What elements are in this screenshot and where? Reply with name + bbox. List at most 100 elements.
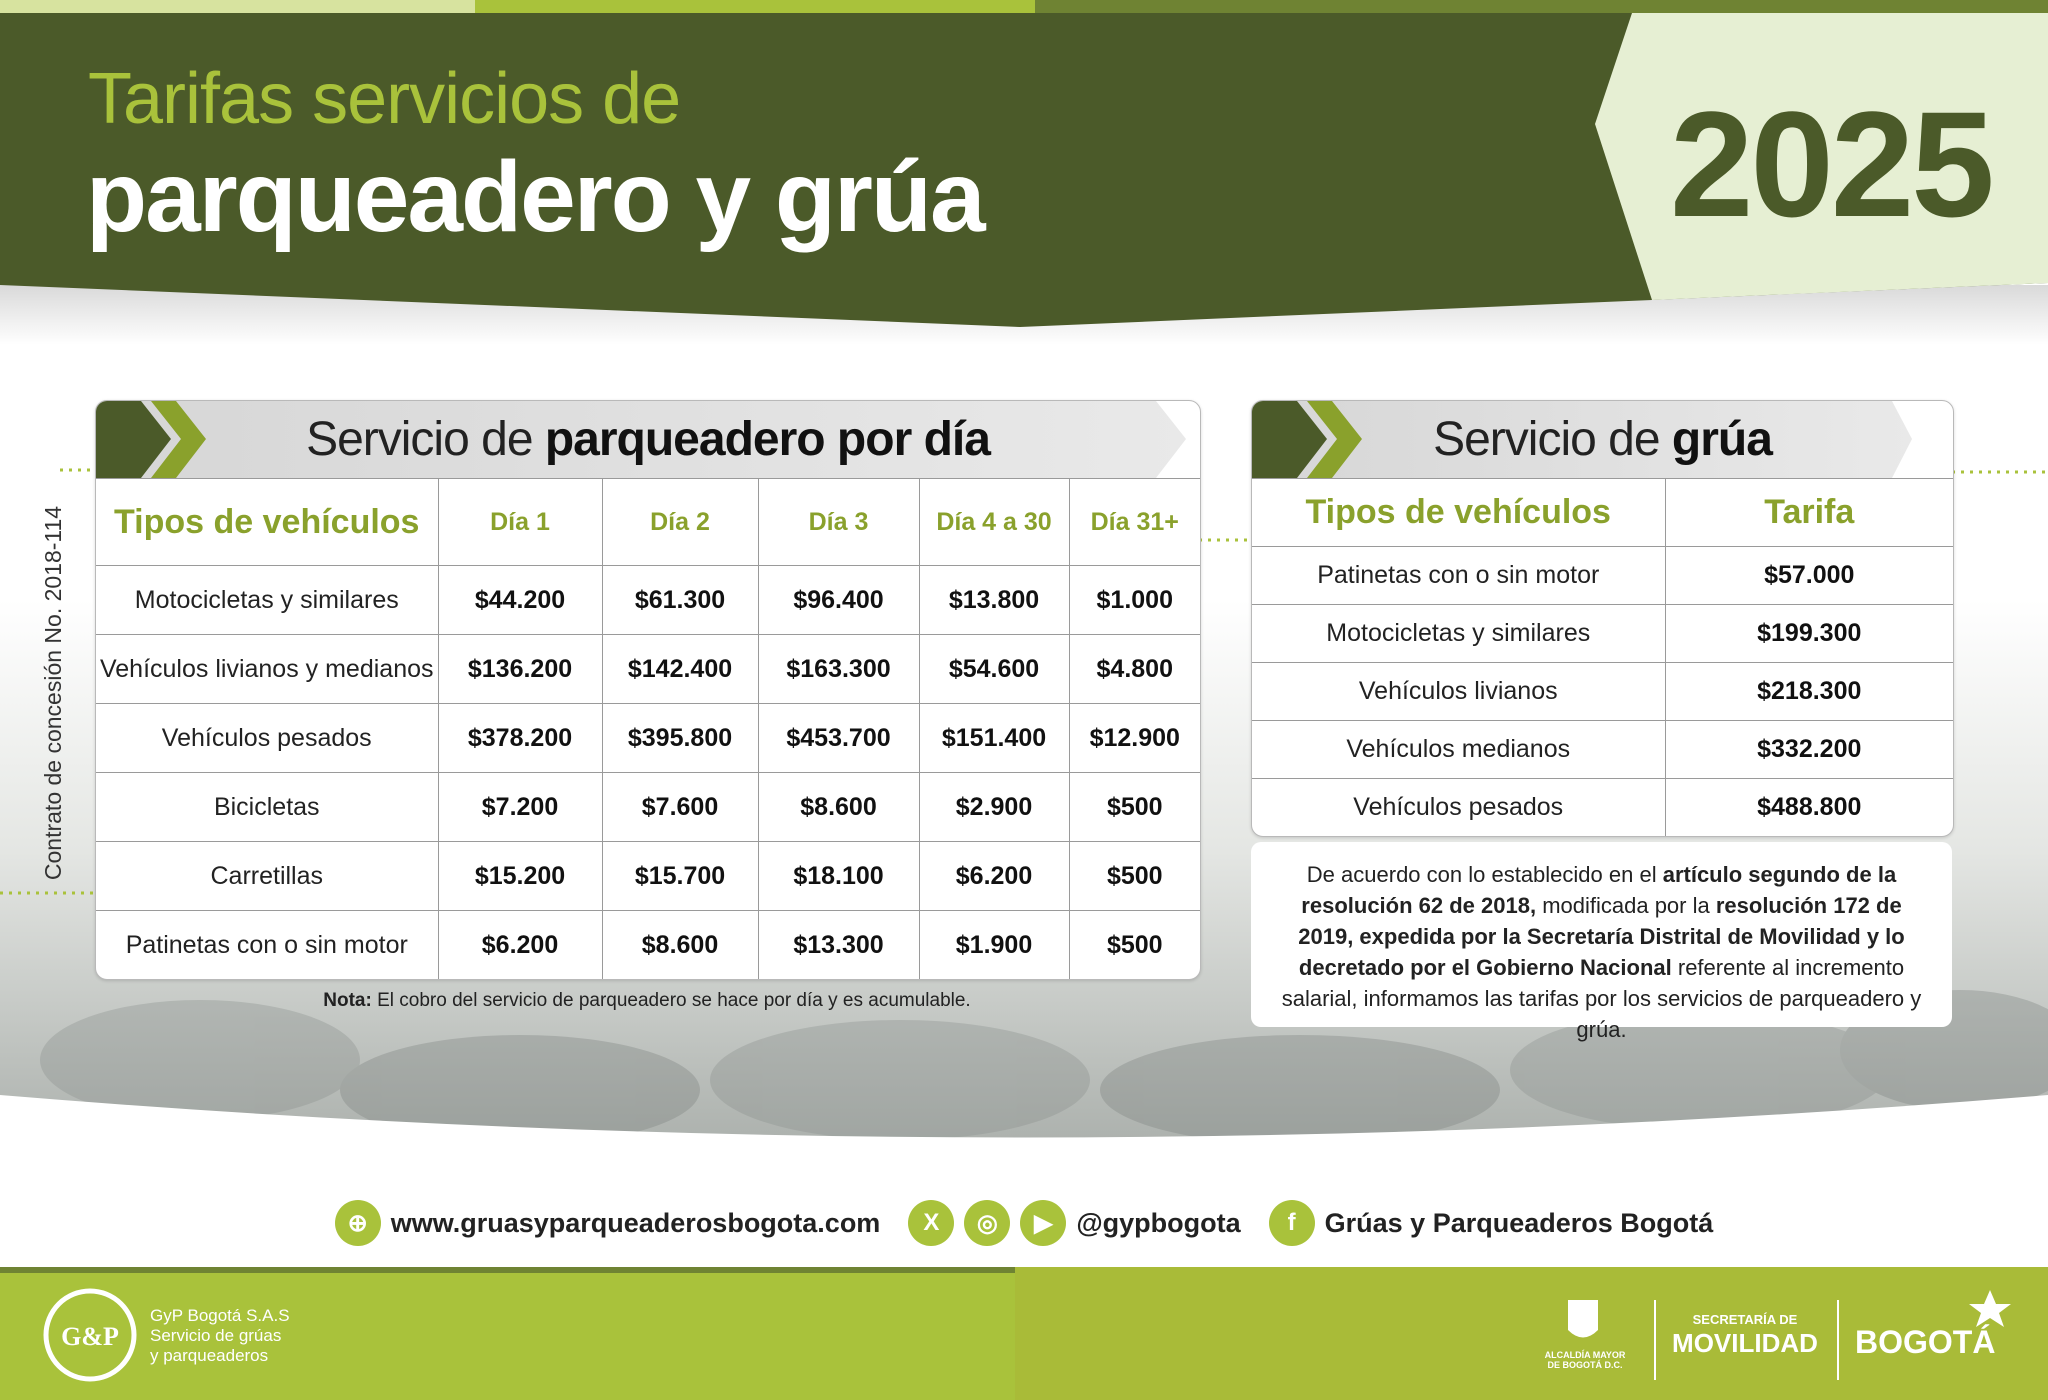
coat-of-arms: [1568, 1300, 1598, 1338]
vehicle-type: Carretillas: [96, 841, 439, 911]
notice-text: De acuerdo con lo establecido en el: [1306, 862, 1663, 887]
star: [1969, 1290, 2011, 1327]
company-logo: [43, 1288, 137, 1382]
row: Motocicletas y similares $199.300: [1252, 604, 1953, 663]
notice-text: modificada por la: [1536, 893, 1716, 918]
title-line2: parqueadero y grúa: [86, 141, 986, 253]
price: $332.200: [1664, 720, 1953, 779]
column-header: Día 4 a 30: [918, 478, 1070, 566]
contacts: ⊕ www.gruasyparqueaderosbogota.com X ◎ ▶…: [0, 1198, 2048, 1248]
tow-card: Servicio de grúa Tipos de vehículos Tarif…: [1251, 400, 1954, 837]
title-bold: grúa: [1671, 413, 1773, 466]
note: Nota: El cobro del servicio de parqueade…: [95, 990, 1199, 1012]
row: Vehículos livianos $218.300: [1252, 662, 1953, 721]
footer-stripe: [0, 1267, 1015, 1273]
parking-card: Servicio de parqueadero por día Tipos de…: [95, 400, 1201, 980]
side-text: Contrato de concesión No. 2018-114: [40, 505, 66, 881]
company-logo-mark: G&P: [61, 1322, 119, 1351]
price: $1.000: [1068, 565, 1200, 635]
vehicle-type: Patinetas con o sin motor: [1252, 546, 1666, 605]
white-curve: [0, 1095, 2048, 1270]
year: 2025: [1670, 80, 1995, 248]
column-header: Día 3: [757, 478, 920, 566]
card-header: Servicio de grúa: [1252, 401, 1953, 478]
youtube-icon[interactable]: ▶: [1020, 1200, 1067, 1246]
price: $7.200: [437, 772, 603, 842]
note-text: El cobro del servicio de parqueadero se …: [371, 990, 971, 1011]
price: $8.600: [601, 910, 759, 979]
bogota: BOGOTÁ: [1855, 1324, 1996, 1360]
row: Carretillas $15.200 $15.700 $18.100 $6.200 $5…: [96, 841, 1200, 911]
price: $142.400: [601, 634, 759, 704]
top-stripe: [1035, 0, 2048, 13]
price: $453.700: [757, 703, 920, 773]
facebook[interactable]: Grúas y Parqueaderos Bogotá: [1324, 1207, 1714, 1238]
facebook-icon[interactable]: f: [1268, 1200, 1315, 1246]
column-header: Tipos de vehículos: [96, 478, 439, 566]
price: $7.600: [601, 772, 759, 842]
price: $15.700: [601, 841, 759, 911]
notice-bold: resolución 172 de 2019, expedida por la …: [1298, 893, 1905, 980]
column-header: Tarifa: [1664, 478, 1953, 547]
title-line1: Tarifas servicios de: [88, 59, 681, 139]
header-row: Tipos de vehículos Tarifa: [1252, 478, 1953, 547]
handle[interactable]: @gypbogota: [1076, 1207, 1241, 1238]
price: $4.800: [1068, 634, 1200, 704]
card-title: Servicio de parqueadero por día: [96, 401, 1200, 478]
top-stripe: [0, 0, 475, 13]
card-header-art: [96, 401, 1186, 478]
price: $61.300: [601, 565, 759, 635]
header-row: Tipos de vehículos Día 1 Día 2 Día 3 Día 4 a…: [96, 478, 1200, 566]
web-icon: ⊕: [334, 1200, 381, 1246]
price: $6.200: [437, 910, 603, 979]
price: $163.300: [757, 634, 920, 704]
title-prefix: Servicio de: [1433, 413, 1672, 466]
price: $136.200: [437, 634, 603, 704]
car-shapes: [40, 990, 2048, 1145]
price: $6.200: [918, 841, 1070, 911]
price: $44.200: [437, 565, 603, 635]
card-header-art: [1252, 401, 1912, 478]
x-icon[interactable]: X: [908, 1200, 955, 1246]
footer-band: [0, 1267, 1015, 1400]
parking-table: Tipos de vehículos Día 1 Día 2 Día 3 Día 4 a…: [96, 478, 1200, 979]
price: $18.100: [757, 841, 920, 911]
row: Vehículos medianos $332.200: [1252, 720, 1953, 779]
price: $151.400: [918, 703, 1070, 773]
header-band: [0, 13, 2048, 327]
column-header: Día 2: [601, 478, 759, 566]
vehicle-type: Bicicletas: [96, 772, 439, 842]
year-panel: [1595, 13, 2048, 300]
price: $8.600: [757, 772, 920, 842]
footer-band: [1015, 1267, 2048, 1400]
card-header: Servicio de parqueadero por día: [96, 401, 1200, 478]
row: Bicicletas $7.200 $7.600 $8.600 $2.900 $500: [96, 772, 1200, 842]
tow-table: Tipos de vehículos Tarifa Patinetas con o …: [1252, 478, 1953, 836]
price: $2.900: [918, 772, 1070, 842]
notice-bold: artículo segundo de la resolución 62 de …: [1301, 862, 1897, 918]
movilidad: MOVILIDAD: [1672, 1328, 1818, 1358]
vehicle-type: Motocicletas y similares: [1252, 604, 1666, 663]
website[interactable]: www.gruasyparqueaderosbogota.com: [390, 1207, 881, 1238]
price: $15.200: [437, 841, 603, 911]
price: $12.900: [1068, 703, 1200, 773]
price: $218.300: [1664, 662, 1953, 721]
title-prefix: Servicio de: [306, 413, 545, 466]
price: $1.900: [918, 910, 1070, 979]
row: Vehículos pesados $488.800: [1252, 778, 1953, 836]
price: $378.200: [437, 703, 603, 773]
instagram-icon[interactable]: ◎: [964, 1200, 1011, 1246]
price: $13.800: [918, 565, 1070, 635]
title-bold: parqueadero por día: [544, 413, 991, 466]
price: $96.400: [757, 565, 920, 635]
company-name: GyP Bogotá S.A.S: [150, 1306, 290, 1325]
notice: De acuerdo con lo establecido en el artí…: [1251, 842, 1952, 1042]
column-header: Tipos de vehículos: [1252, 478, 1666, 547]
price: $488.800: [1664, 778, 1953, 836]
vehicle-type: Vehículos medianos: [1252, 720, 1666, 779]
price: $500: [1068, 772, 1200, 842]
price: $199.300: [1664, 604, 1953, 663]
row: Vehículos pesados $378.200 $395.800 $453.70…: [96, 703, 1200, 773]
row: Patinetas con o sin motor $57.000: [1252, 546, 1953, 605]
